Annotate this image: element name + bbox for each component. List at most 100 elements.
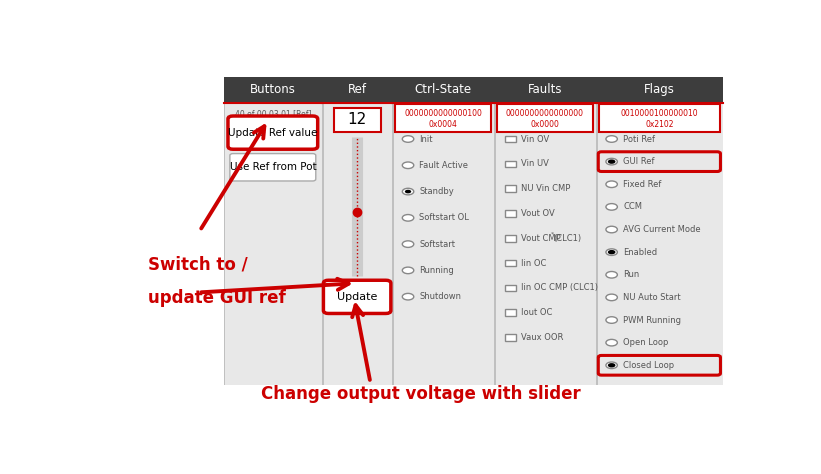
Circle shape (606, 339, 617, 346)
Text: Use Ref from Pot: Use Ref from Pot (230, 162, 316, 172)
Text: Run: Run (623, 270, 640, 279)
Text: Init: Init (420, 135, 433, 144)
Text: CCM: CCM (623, 202, 642, 211)
Circle shape (402, 188, 414, 195)
FancyBboxPatch shape (322, 102, 392, 385)
Text: Vin OV: Vin OV (521, 135, 549, 144)
Text: Running: Running (420, 266, 454, 275)
Text: 0000000000000000: 0000000000000000 (506, 109, 584, 118)
Text: NU Auto Start: NU Auto Start (623, 293, 681, 302)
Text: 0x0004: 0x0004 (429, 119, 457, 128)
Text: 12: 12 (347, 112, 367, 128)
FancyBboxPatch shape (505, 185, 516, 192)
Circle shape (608, 363, 616, 367)
Text: Closed Loop: Closed Loop (623, 361, 674, 370)
Text: update GUI ref: update GUI ref (149, 289, 287, 307)
FancyBboxPatch shape (223, 77, 322, 102)
Text: 0x2102: 0x2102 (645, 119, 673, 128)
Text: *: * (551, 231, 553, 237)
Text: Update Ref value: Update Ref value (228, 128, 318, 137)
FancyBboxPatch shape (322, 77, 392, 102)
Circle shape (606, 204, 617, 210)
Circle shape (405, 190, 411, 193)
FancyBboxPatch shape (333, 108, 381, 132)
Text: Iout OC: Iout OC (521, 308, 553, 317)
FancyBboxPatch shape (596, 102, 723, 385)
FancyBboxPatch shape (505, 284, 516, 291)
Circle shape (606, 317, 617, 323)
FancyBboxPatch shape (596, 77, 723, 102)
Text: (CLC1): (CLC1) (553, 234, 582, 243)
Text: GUI Ref: GUI Ref (623, 157, 654, 166)
Text: Vin UV: Vin UV (521, 159, 549, 168)
Circle shape (606, 362, 617, 369)
Text: NU Vin CMP: NU Vin CMP (521, 184, 571, 193)
Text: Ctrl-State: Ctrl-State (415, 83, 471, 96)
Text: Switch to /: Switch to / (149, 256, 248, 274)
Text: Buttons: Buttons (250, 83, 296, 96)
Text: Flags: Flags (644, 83, 675, 96)
Circle shape (402, 136, 414, 142)
Text: 0010000100000010: 0010000100000010 (621, 109, 698, 118)
Text: Fault Active: Fault Active (420, 161, 469, 170)
Circle shape (606, 294, 617, 301)
Text: Vaux OOR: Vaux OOR (521, 333, 564, 342)
Text: Enabled: Enabled (623, 247, 658, 256)
Text: Open Loop: Open Loop (623, 338, 668, 347)
FancyBboxPatch shape (498, 104, 593, 132)
FancyBboxPatch shape (223, 77, 226, 385)
Circle shape (606, 136, 617, 142)
Text: Softstart OL: Softstart OL (420, 213, 470, 222)
Text: Standby: Standby (420, 187, 454, 196)
FancyBboxPatch shape (322, 77, 324, 385)
Text: Poti Ref: Poti Ref (623, 135, 655, 144)
FancyBboxPatch shape (505, 210, 516, 217)
Text: AVG Current Mode: AVG Current Mode (623, 225, 700, 234)
FancyBboxPatch shape (396, 104, 491, 132)
Text: Change output voltage with slider: Change output voltage with slider (261, 385, 580, 403)
Text: Update: Update (337, 292, 378, 302)
FancyBboxPatch shape (596, 77, 598, 385)
FancyBboxPatch shape (230, 154, 316, 181)
Text: Iin OC: Iin OC (521, 259, 547, 268)
Circle shape (402, 293, 414, 300)
FancyBboxPatch shape (223, 102, 322, 385)
FancyBboxPatch shape (323, 280, 391, 313)
FancyBboxPatch shape (505, 334, 516, 341)
Text: 0000000000000100: 0000000000000100 (404, 109, 482, 118)
Text: Faults: Faults (528, 83, 562, 96)
Text: PWM Running: PWM Running (623, 316, 681, 325)
FancyBboxPatch shape (505, 310, 516, 316)
FancyBboxPatch shape (494, 102, 596, 385)
Text: 40 ef 00 03 01 [Ref]: 40 ef 00 03 01 [Ref] (235, 109, 311, 118)
Text: 0x0000: 0x0000 (530, 119, 559, 128)
Text: Fixed Ref: Fixed Ref (623, 180, 662, 189)
Circle shape (606, 226, 617, 233)
FancyBboxPatch shape (505, 136, 516, 142)
Text: Vout OV: Vout OV (521, 209, 555, 218)
Circle shape (606, 272, 617, 278)
FancyBboxPatch shape (494, 77, 596, 102)
Circle shape (402, 267, 414, 273)
FancyBboxPatch shape (392, 102, 494, 385)
Circle shape (606, 181, 617, 188)
FancyBboxPatch shape (392, 77, 494, 102)
Text: Iin OC CMP (CLC1): Iin OC CMP (CLC1) (521, 283, 599, 292)
FancyBboxPatch shape (505, 235, 516, 242)
Text: Vout CMP: Vout CMP (521, 234, 561, 243)
Text: Shutdown: Shutdown (420, 292, 461, 301)
Circle shape (402, 162, 414, 169)
Circle shape (402, 241, 414, 247)
FancyBboxPatch shape (505, 161, 516, 167)
Text: Ref: Ref (347, 83, 367, 96)
Circle shape (606, 158, 617, 165)
Text: Softstart: Softstart (420, 240, 456, 249)
FancyBboxPatch shape (505, 260, 516, 266)
Circle shape (606, 249, 617, 255)
FancyBboxPatch shape (228, 116, 318, 149)
FancyBboxPatch shape (494, 77, 496, 385)
Circle shape (402, 215, 414, 221)
FancyBboxPatch shape (392, 77, 394, 385)
Circle shape (608, 159, 616, 164)
Circle shape (608, 250, 616, 255)
